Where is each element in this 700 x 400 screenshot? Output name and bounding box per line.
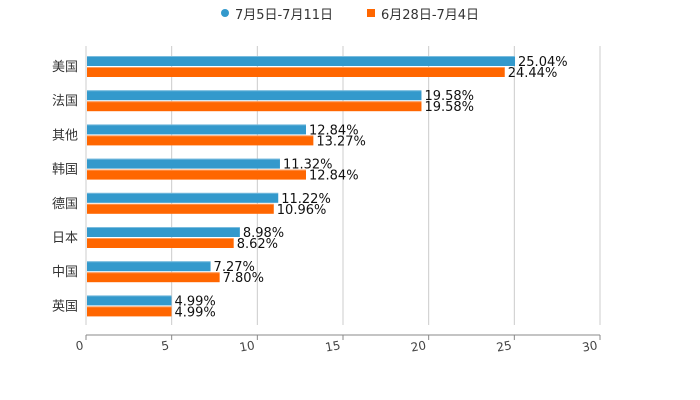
category-label: 英国 [52, 299, 78, 314]
legend-circle-icon [220, 9, 229, 17]
data-label: 7.80% [223, 271, 264, 286]
category-label: 韩国 [52, 163, 78, 178]
bar[interactable] [87, 56, 516, 66]
data-label: 8.98% [243, 226, 284, 241]
data-label: 12.84% [309, 169, 359, 184]
data-label: 19.58% [424, 100, 474, 115]
category-label: 中国 [52, 265, 78, 280]
x-tick-label: 30 [581, 338, 598, 354]
legend-label: 7月5日-7月11日 [234, 7, 333, 23]
legend-item-series-1[interactable]: 7月5日-7月11日 [220, 4, 333, 23]
bar[interactable] [87, 203, 274, 214]
data-label: 4.99% [174, 305, 215, 320]
data-label: 25.04% [518, 55, 568, 70]
legend-item-series-2[interactable]: 6月28日-7月4日 [367, 4, 479, 23]
bar[interactable] [87, 90, 422, 101]
data-label: 8.62% [237, 237, 278, 252]
category-label: 德国 [52, 197, 78, 212]
x-tick-label: 25 [495, 338, 512, 354]
bar[interactable] [87, 124, 306, 135]
bar[interactable] [87, 306, 172, 317]
x-tick-label: 15 [324, 338, 341, 354]
category-label: 日本 [52, 231, 78, 246]
data-label: 11.32% [283, 158, 333, 173]
bar[interactable] [87, 169, 306, 180]
bar[interactable] [87, 192, 279, 203]
bar[interactable] [87, 238, 234, 248]
data-label: 24.44% [508, 66, 558, 81]
data-label: 7.27% [214, 260, 255, 275]
bar[interactable] [87, 272, 220, 283]
bar[interactable] [87, 67, 505, 77]
x-tick-label: 0 [75, 338, 85, 353]
legend-square-icon [367, 9, 375, 17]
data-label: 12.84% [309, 123, 359, 138]
data-label: 19.58% [424, 89, 474, 104]
bar[interactable] [87, 227, 240, 237]
bar[interactable] [87, 135, 314, 146]
data-label: 10.96% [277, 203, 327, 218]
x-tick-label: 10 [238, 338, 255, 354]
bar[interactable] [87, 261, 211, 272]
axes: 0 5 10 15 20 25 30 [75, 46, 601, 355]
data-label: 4.99% [174, 294, 215, 309]
x-tick-label: 20 [410, 338, 427, 354]
bar[interactable] [87, 295, 172, 306]
x-tick-label: 5 [160, 338, 170, 353]
legend-label: 6月28日-7月4日 [381, 7, 480, 23]
bars: 美国 25.04%24.44%法国 19.58%19.58%其他 12.84%13.2… [52, 55, 568, 320]
bar[interactable] [87, 158, 280, 169]
chart-legend: 7月5日-7月11日 6月28日-7月4日 [0, 4, 700, 23]
data-label: 13.27% [316, 134, 366, 149]
data-label: 11.22% [281, 192, 331, 207]
category-label: 法国 [52, 94, 78, 109]
category-label: 美国 [52, 60, 78, 75]
bar[interactable] [87, 101, 422, 112]
category-label: 其他 [52, 128, 78, 143]
